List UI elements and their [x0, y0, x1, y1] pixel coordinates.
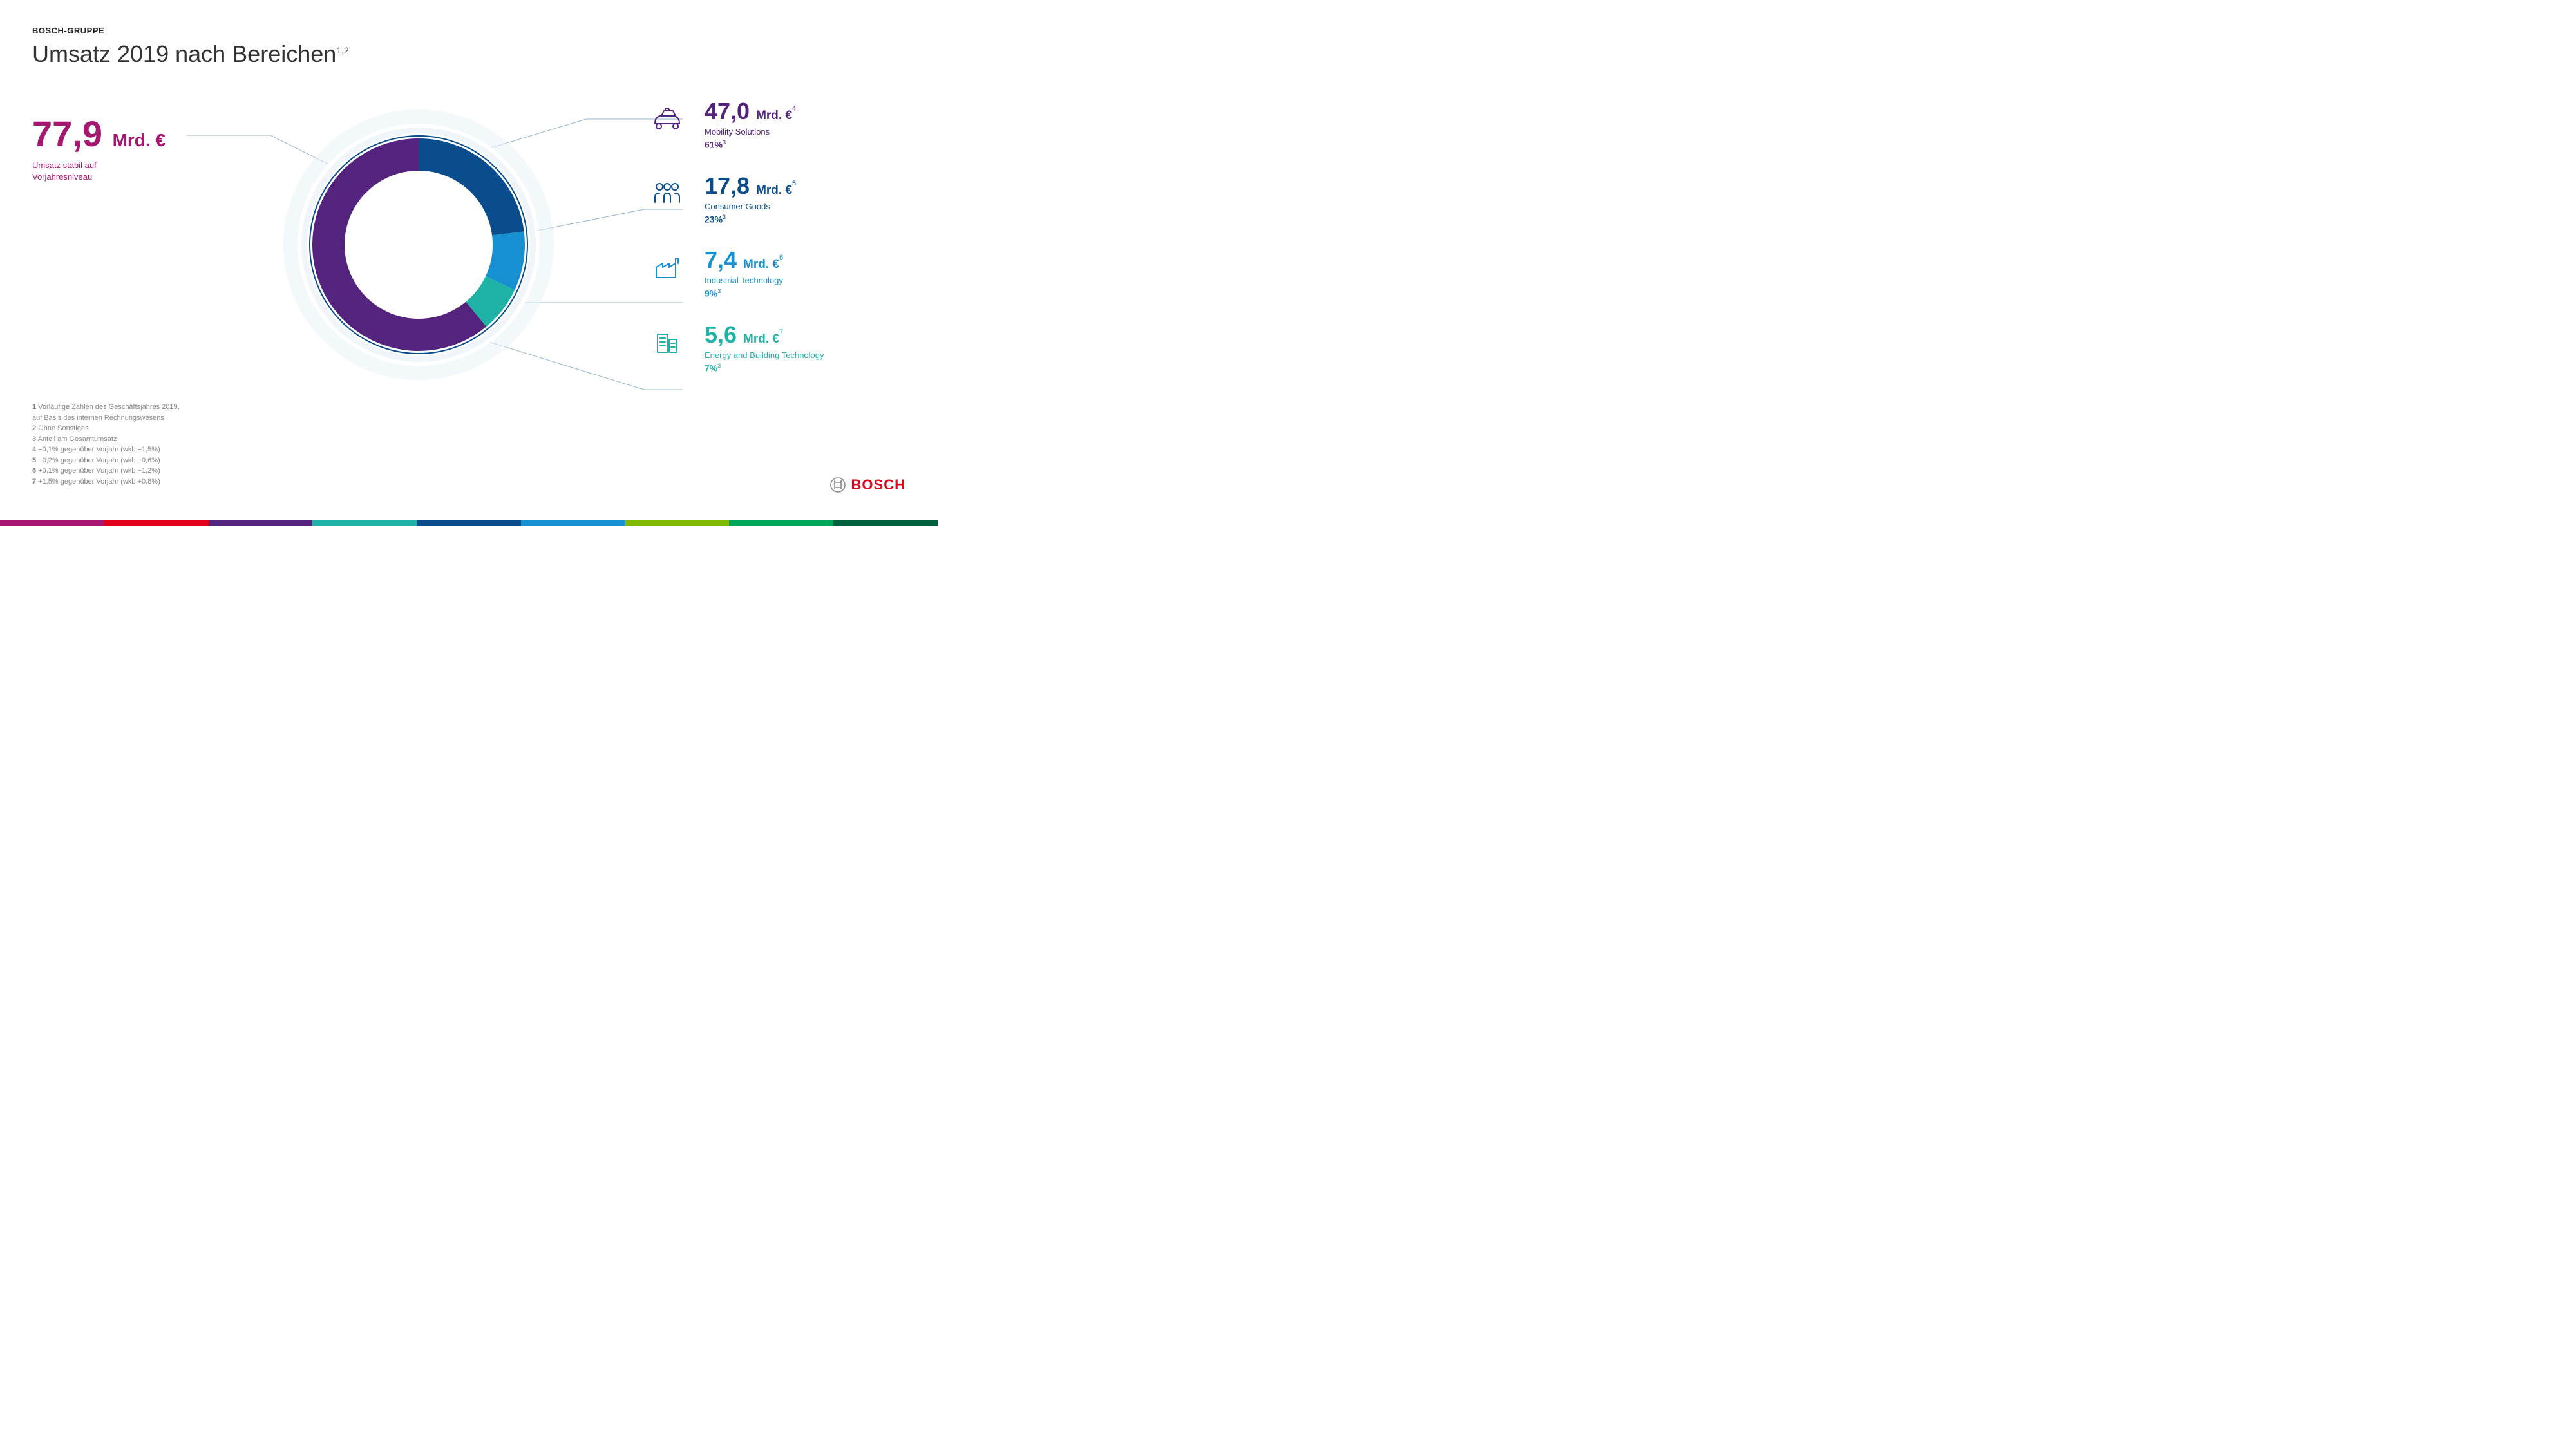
segment-pct: 7%3	[705, 363, 824, 374]
footnote-line: auf Basis des internen Rechnungswesens	[32, 413, 180, 424]
segment-2: 7,4 Mrd. €6 Industrial Technology 9%3	[648, 249, 905, 299]
segment-pct: 61%3	[705, 139, 796, 150]
total-block: 77,9 Mrd. € Umsatz stabil auf Vorjahresn…	[32, 113, 166, 183]
segment-pct: 9%3	[705, 288, 783, 299]
segment-0: 47,0 Mrd. €4 Mobility Solutions 61%3	[648, 100, 905, 150]
segment-value: 7,4 Mrd. €6	[705, 249, 783, 272]
brand-bar	[0, 520, 938, 526]
infographic-root: BOSCH-GRUPPE Umsatz 2019 nach Bereichen1…	[0, 0, 938, 526]
brand-bar-segment	[625, 520, 730, 526]
footnotes: 1 Vorläufige Zahlen des Geschäftsjahres …	[32, 402, 180, 487]
footnote-line: 5 −0,2% gegenüber Vorjahr (wkb −0,6%)	[32, 455, 180, 466]
segment-label: Consumer Goods	[705, 202, 796, 211]
donut-chart	[270, 97, 567, 393]
bosch-logo: BOSCH	[829, 477, 905, 493]
footnote-line: 7 +1,5% gegenüber Vorjahr (wkb +0,8%)	[32, 477, 180, 488]
segment-label: Industrial Technology	[705, 276, 783, 285]
header-title: Umsatz 2019 nach Bereichen1,2	[32, 41, 905, 68]
bosch-logo-text: BOSCH	[851, 477, 905, 493]
brand-bar-segment	[312, 520, 417, 526]
segment-1: 17,8 Mrd. €5 Consumer Goods 23%3	[648, 175, 905, 225]
segment-list: 47,0 Mrd. €4 Mobility Solutions 61%3 17,8 M…	[648, 100, 905, 398]
total-value: 77,9 Mrd. €	[32, 113, 166, 155]
brand-bar-segment	[729, 520, 833, 526]
header: BOSCH-GRUPPE Umsatz 2019 nach Bereichen1…	[32, 26, 905, 68]
footnote-line: 6 +0,1% gegenüber Vorjahr (wkb −1,2%)	[32, 466, 180, 477]
factory-icon	[648, 249, 687, 287]
footnote-line: 2 Ohne Sonstiges	[32, 423, 180, 434]
segment-label: Energy and Building Technology	[705, 350, 824, 360]
brand-bar-segment	[209, 520, 313, 526]
brand-bar-segment	[833, 520, 938, 526]
brand-bar-segment	[417, 520, 521, 526]
segment-value: 47,0 Mrd. €4	[705, 100, 796, 123]
total-subtext: Umsatz stabil auf Vorjahresniveau	[32, 160, 166, 183]
bosch-logo-icon	[829, 477, 846, 493]
header-subtitle: BOSCH-GRUPPE	[32, 26, 905, 35]
people-icon	[648, 175, 687, 213]
segment-3: 5,6 Mrd. €7 Energy and Building Technolog…	[648, 323, 905, 374]
segment-pct: 23%3	[705, 214, 796, 225]
segment-value: 5,6 Mrd. €7	[705, 323, 824, 346]
footnote-line: 1 Vorläufige Zahlen des Geschäftsjahres …	[32, 402, 180, 413]
brand-bar-segment	[104, 520, 209, 526]
brand-bar-segment	[521, 520, 625, 526]
brand-bar-segment	[0, 520, 104, 526]
building-icon	[648, 323, 687, 362]
segment-label: Mobility Solutions	[705, 127, 796, 137]
footnote-line: 3 Anteil am Gesamtumsatz	[32, 434, 180, 445]
segment-value: 17,8 Mrd. €5	[705, 175, 796, 198]
car-icon	[648, 100, 687, 138]
footnote-line: 4 −0,1% gegenüber Vorjahr (wkb −1,5%)	[32, 444, 180, 455]
